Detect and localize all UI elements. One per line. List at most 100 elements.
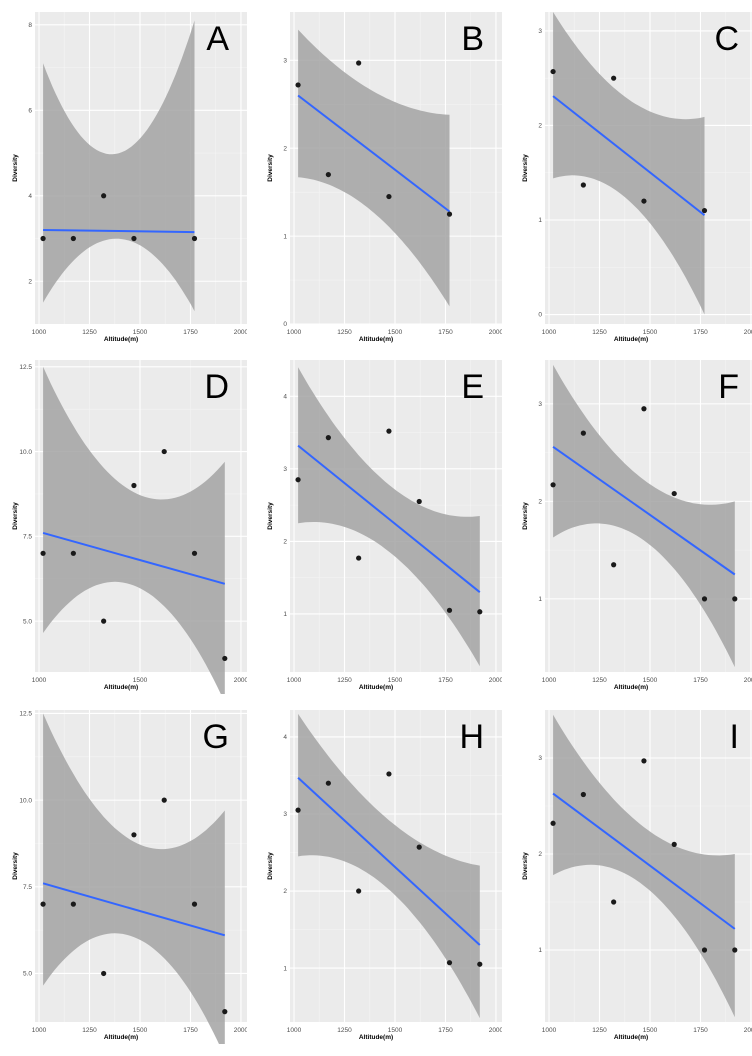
confidence-band	[298, 367, 480, 667]
y-tick-label: 3	[538, 28, 542, 35]
data-point	[222, 655, 228, 662]
x-tick-label: 1000	[287, 677, 302, 684]
y-tick-label: 8	[28, 22, 32, 29]
x-tick-label: 1250	[592, 677, 607, 684]
y-axis-label: Diversity	[12, 502, 19, 530]
x-axis-label: Altitude(m)	[614, 684, 648, 691]
panel-letter: A	[206, 20, 229, 58]
y-tick-label: 0	[538, 312, 542, 319]
x-tick-label: 2000	[744, 677, 752, 684]
y-tick-label: 6	[28, 108, 32, 115]
x-tick-label: 1500	[643, 1027, 658, 1034]
x-axis-label: Altitude(m)	[104, 336, 138, 343]
data-point	[325, 171, 331, 178]
data-point	[295, 82, 301, 88]
data-point	[641, 198, 647, 204]
data-point	[641, 406, 647, 412]
regression-line	[42, 531, 226, 585]
data-point	[732, 947, 738, 953]
y-tick-label: 2	[538, 123, 542, 130]
plot-svg: 1000 1500 2000 5.0 7.5 10.0 12.5 Altitude(m) Div…	[12, 360, 247, 694]
panel-letter: F	[718, 368, 739, 406]
data-point	[446, 211, 453, 217]
y-axis-label: Diversity	[267, 154, 274, 182]
data-point	[70, 901, 76, 907]
y-tick-label: 4	[283, 393, 287, 400]
data-point	[222, 1009, 228, 1015]
data-point	[641, 758, 647, 764]
confidence-band	[43, 713, 225, 1044]
x-tick-label: 1000	[542, 1027, 557, 1034]
y-tick-label: 12.5	[19, 711, 32, 718]
data-point	[70, 550, 76, 556]
x-tick-label: 1750	[693, 329, 708, 336]
y-tick-label: 1	[283, 233, 287, 240]
panel-d: 1000 1500 2000 5.0 7.5 10.0 12.5 Altitude(m) Div…	[2, 354, 247, 694]
data-point	[40, 901, 46, 907]
x-tick-label: 1250	[337, 677, 352, 684]
confidence-band	[298, 713, 480, 1019]
plot-svg: 1000 1250 1500 1750 2000 1 2 3 4 Altitude(m) Diver…	[267, 710, 502, 1041]
panel-letter: G	[202, 718, 229, 756]
data-point	[356, 60, 362, 66]
confidence-band	[298, 29, 450, 307]
x-tick-label: 2000	[744, 1027, 752, 1034]
x-tick-label: 1000	[542, 677, 557, 684]
y-tick-label: 1	[283, 611, 287, 618]
plot-svg: 1000 1250 1500 1750 2000 1 2 3 Altitude(m) Divers…	[522, 710, 752, 1041]
y-tick-label: 7.5	[23, 534, 32, 541]
y-tick-label: 2	[283, 888, 287, 895]
x-tick-label: 1000	[287, 329, 302, 336]
panel-letter: E	[461, 368, 484, 406]
x-tick-label: 1250	[337, 329, 352, 336]
y-tick-label: 1	[538, 947, 542, 954]
y-axis-label: Diversity	[267, 852, 274, 880]
data-point	[325, 780, 331, 786]
panel-e: 1000 1250 1500 1750 2000 1 2 3 4 Altitude(m) Diver…	[257, 354, 502, 694]
regression-line	[297, 94, 451, 213]
x-tick-label: 1000	[32, 677, 47, 684]
x-tick-label: 1750	[183, 329, 198, 336]
confidence-band	[553, 12, 705, 315]
x-tick-label: 1750	[183, 1027, 198, 1034]
x-axis-label: Altitude(m)	[359, 1034, 393, 1041]
data-point	[191, 235, 198, 242]
plot-svg: 1000 1250 1500 1750 2000 0 1 2 3 Altitude(m) Diver…	[522, 12, 752, 343]
data-point	[191, 550, 198, 556]
panel-letter: D	[204, 368, 229, 406]
y-tick-label: 1	[283, 965, 287, 972]
panel-letter: B	[461, 20, 484, 58]
y-axis-label: Diversity	[12, 852, 19, 880]
data-point	[416, 844, 422, 850]
data-point	[477, 961, 483, 967]
data-point	[580, 182, 586, 188]
y-axis-label: Diversity	[522, 502, 529, 530]
x-tick-label: 2000	[234, 677, 247, 684]
data-point	[580, 430, 586, 436]
data-point	[356, 888, 362, 894]
confidence-band	[553, 714, 735, 1018]
y-axis-label: Diversity	[267, 502, 274, 530]
x-axis-label: Altitude(m)	[614, 1034, 648, 1041]
regression-line	[297, 777, 481, 946]
data-point	[191, 901, 198, 907]
data-point	[732, 596, 738, 602]
y-tick-label: 1	[538, 596, 542, 603]
x-tick-label: 2000	[234, 329, 247, 336]
panel-c: 1000 1250 1500 1750 2000 0 1 2 3 Altitude(m) Diver…	[512, 6, 752, 346]
data-point	[446, 960, 453, 966]
data-point	[701, 207, 708, 214]
plot-svg: 1000 1250 1500 1750 2000 1 2 3 4 Altitude(m) Diver…	[267, 360, 502, 691]
regression-line	[42, 882, 226, 937]
x-tick-label: 2000	[489, 329, 502, 336]
x-tick-label: 1750	[438, 1027, 453, 1034]
x-tick-label: 2000	[744, 329, 752, 336]
x-tick-label: 1500	[643, 329, 658, 336]
x-tick-label: 2000	[489, 1027, 502, 1034]
data-point	[101, 193, 107, 199]
panel-letter: I	[729, 718, 739, 756]
data-point	[611, 899, 617, 905]
y-axis-label: Diversity	[12, 154, 19, 182]
y-tick-label: 4	[283, 734, 287, 741]
